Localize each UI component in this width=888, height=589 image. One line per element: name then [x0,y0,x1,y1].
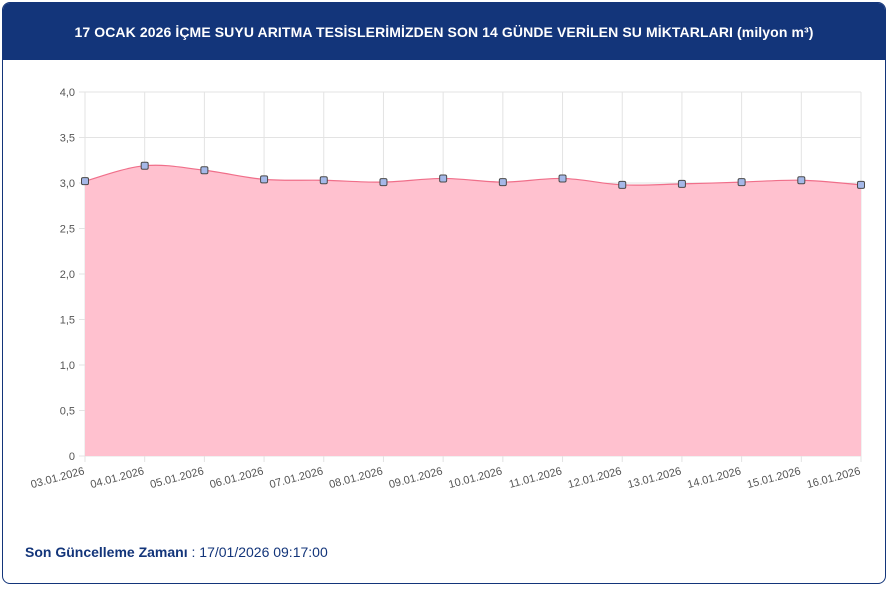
y-tick-label: 2,5 [60,224,75,236]
y-tick-label: 3,0 [60,178,75,190]
data-point [857,180,865,189]
data-point [737,178,746,187]
x-tick-label: 10.01.2026 [447,465,503,491]
area-fill [85,165,861,456]
x-tick-label: 15.01.2026 [746,465,802,491]
last-update-value: 17/01/2026 09:17:00 [199,544,328,560]
x-tick-label: 08.01.2026 [328,465,384,491]
x-tick-label: 06.01.2026 [209,465,265,491]
area-layer [84,164,862,456]
x-tick-label: 11.01.2026 [508,465,564,491]
x-tick-labels: 03.01.2026 04.01.2026 05.01.2026 06.01.2026… [29,465,861,491]
series-line [84,164,862,186]
data-point [677,179,686,188]
last-update-separator: : [187,544,200,560]
chart-area: 0 0,5 1,0 1,5 2,0 2,5 3,0 3,5 4,0 03.01.2026 04.0… [3,60,885,530]
y-tick-label: 0,5 [60,406,75,418]
y-tick-label: 1,5 [60,315,75,327]
y-tick-label: 0 [69,451,75,463]
x-tick-label: 04.01.2026 [89,465,145,491]
last-update: Son Güncelleme Zamanı : 17/01/2026 09:17… [25,544,328,560]
chart-title: 17 OCAK 2026 İÇME SUYU ARITMA TESİSLERİM… [74,23,814,40]
data-point [319,176,328,185]
area-chart: 0 0,5 1,0 1,5 2,0 2,5 3,0 3,5 4,0 03.01.2026 04.0… [29,87,865,491]
data-point [439,174,448,183]
x-tick-label: 13.01.2026 [626,465,682,491]
data-point [379,178,388,187]
x-tick-label: 07.01.2026 [268,465,324,491]
y-tick-label: 3,5 [60,133,75,145]
data-point [81,177,89,186]
data-point [498,178,507,187]
y-tick-label: 1,0 [60,360,75,372]
points-layer [81,161,865,189]
chart-title-bar: 17 OCAK 2026 İÇME SUYU ARITMA TESİSLERİM… [3,3,885,60]
y-tick-label: 2,0 [60,269,75,281]
data-point [140,161,149,170]
x-tick-label: 05.01.2026 [149,465,205,491]
data-point [618,180,627,189]
x-tick-label: 12.01.2026 [567,465,623,491]
data-point [797,176,806,185]
data-point [260,175,269,184]
x-tick-label: 09.01.2026 [388,465,444,491]
data-point [200,166,209,175]
x-tick-label: 14.01.2026 [686,465,742,491]
y-tick-labels: 0 0,5 1,0 1,5 2,0 2,5 3,0 3,5 4,0 [60,87,75,463]
y-tick-label: 4,0 [60,87,75,99]
data-point [558,174,567,183]
x-tick-label: 16.01.2026 [805,465,861,491]
last-update-label: Son Güncelleme Zamanı [25,544,188,560]
x-tick-label: 03.01.2026 [29,465,85,491]
